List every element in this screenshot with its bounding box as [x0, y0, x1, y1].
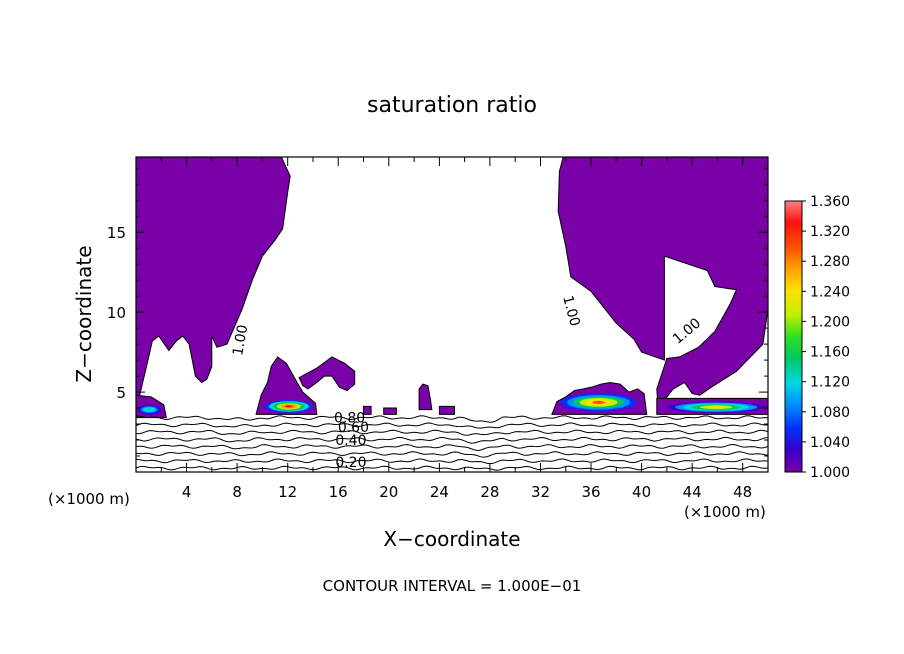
region-blob-23 — [418, 383, 433, 411]
contour-label: 1.00 — [559, 294, 583, 328]
colorbar-tick-label: 1.200 — [810, 314, 850, 330]
peak-left-strip-core-band-5 — [147, 408, 152, 411]
contour-labels: 1.00 1.00 1.00 0.800.600.40 0.20 — [230, 294, 704, 471]
region-mound-12 — [255, 356, 318, 415]
colorbar-tick-label: 1.280 — [810, 254, 850, 270]
supersaturation-regions — [136, 157, 768, 419]
x-tick-label: 32 — [531, 483, 550, 501]
contour-line-0.80 — [136, 422, 768, 429]
contour-label: 1.00 — [670, 315, 704, 347]
contour-line-0.70 — [136, 429, 768, 436]
x-axis-ticks: 4 8 12 16 20 24 28 32 36 40 44 48 — [160, 157, 752, 501]
x-axis-label: X−coordinate — [383, 527, 520, 551]
x-tick-label: 16 — [329, 483, 348, 501]
colorbar: 1.000 1.040 1.080 1.120 1.160 1.200 1.240 1.280… — [784, 194, 850, 481]
x-tick-label: 44 — [683, 483, 702, 501]
chart-title: saturation ratio — [367, 93, 537, 118]
contour-interval-note: CONTOUR INTERVAL = 1.000E−01 — [323, 577, 582, 595]
contour-line-0.30 — [136, 458, 768, 465]
x-tick-label: 48 — [733, 483, 752, 501]
region-dot-18 — [363, 405, 372, 415]
x-tick-label: 12 — [278, 483, 297, 501]
colorbar-ticks: 1.000 1.040 1.080 1.120 1.160 1.200 1.240 1.280… — [802, 194, 850, 481]
contour-line-0.60 — [136, 436, 768, 444]
x-tick-label: 24 — [430, 483, 449, 501]
contour-line-0.20 — [136, 465, 768, 471]
y-tick-label: 10 — [107, 304, 126, 322]
x-tick-label: 40 — [632, 483, 651, 501]
colorbar-tick-label: 1.000 — [810, 465, 850, 481]
colorbar-tick-label: 1.320 — [810, 224, 850, 240]
peak-mound-12-core-band-5 — [284, 405, 293, 408]
x-tick-label: 8 — [232, 483, 242, 501]
y-axis-ticks: 5 10 15 — [107, 167, 768, 457]
contour-label: 1.00 — [230, 323, 251, 356]
x-axis-unit-right: (×1000 m) — [684, 503, 766, 521]
region-upper-right — [557, 157, 768, 410]
x-axis-unit-left: (×1000 m) — [48, 490, 130, 508]
contour-label: 0.60 — [338, 420, 369, 436]
contour-line-0.50 — [136, 443, 768, 452]
colorbar-tick-label: 1.040 — [810, 435, 850, 451]
y-axis-label: Z−coordinate — [72, 245, 96, 382]
plot-area — [136, 157, 768, 471]
colorbar-tick-label: 1.360 — [810, 194, 850, 210]
x-tick-label: 4 — [182, 483, 192, 501]
colorbar-tick-label: 1.080 — [810, 405, 850, 421]
peak-regions — [137, 393, 766, 415]
peak-band-36-core-band-5 — [592, 400, 605, 404]
colorbar-tick-label: 1.240 — [810, 284, 850, 300]
y-tick-label: 15 — [107, 224, 126, 242]
x-tick-label: 28 — [480, 483, 499, 501]
peak-strip-45-core-band-5 — [708, 406, 725, 409]
contour-lines — [136, 415, 768, 471]
plot-frame — [135, 156, 769, 473]
contour-line-0.90 — [136, 415, 768, 423]
contour-label: 0.20 — [335, 455, 366, 471]
colorbar-gradient — [784, 200, 803, 473]
x-tick-label: 36 — [581, 483, 600, 501]
x-tick-label: 20 — [379, 483, 398, 501]
region-upper-left — [136, 157, 291, 401]
y-tick-label: 5 — [116, 384, 126, 402]
region-dot-25 — [438, 405, 455, 415]
contour-label: 0.40 — [335, 433, 366, 449]
region-plume-14 — [298, 356, 356, 392]
colorbar-tick-label: 1.120 — [810, 375, 850, 391]
contour-label: 0.80 — [334, 410, 365, 426]
region-dot-20 — [383, 407, 397, 415]
colorbar-tick-label: 1.160 — [810, 345, 850, 361]
contour-line-0.40 — [136, 451, 768, 458]
